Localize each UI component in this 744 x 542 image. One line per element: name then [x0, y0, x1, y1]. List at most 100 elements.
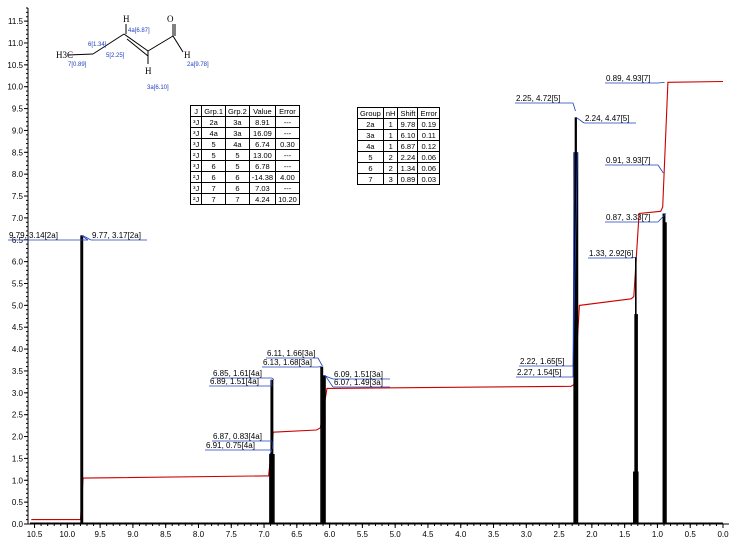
table-row: 4a 1 6.87 0.12: [357, 140, 441, 152]
table-cell: 3: [382, 173, 399, 185]
y-tick-label: 0.0: [12, 520, 24, 529]
table-cell: 0.30: [275, 138, 300, 150]
annotation-label: 6.11, 1.66[3a]: [267, 349, 315, 358]
table-cell: 4a: [225, 138, 250, 150]
table-cell: 7: [201, 182, 227, 194]
table-cell: 0.12: [417, 140, 441, 152]
molecule-structure: H H H O H3C 4a[6.87] 6[1.34] 5[2.25] 7[0.89] 3a[6…: [56, 14, 209, 91]
y-tick-label: 3.5: [12, 367, 24, 376]
axes: 10.5 10.0 9.5 9.0 8.5 8.0 7.5 7.0 6.5 6.0 5.5 5.0 4.…: [7, 7, 729, 539]
table-cell: 6: [201, 160, 227, 172]
table-cell: -14.38: [248, 171, 277, 183]
x-tick-label: 7.5: [226, 530, 238, 539]
annotation-label: 2.25, 4.72[5]: [516, 94, 560, 103]
table-cell: ---: [275, 116, 300, 128]
table-cell: 8.91: [248, 116, 277, 128]
table-cell: ³J: [189, 160, 203, 172]
atom-shift-label: 6[1.34]: [88, 42, 107, 48]
peak-annotation: 6.91, 0.75[4a]: [205, 441, 273, 455]
table-row: 6 2 1.34 0.06: [357, 162, 441, 174]
annotation-label: 6.07, 1.49[3a]: [334, 378, 383, 387]
y-tick-label: 7.5: [12, 192, 24, 201]
peak-annotation: 2.25, 4.72[5]: [515, 94, 576, 112]
peak-annotation: 6.87, 0.83[4a]: [212, 432, 273, 450]
integral-layer: [31, 80, 724, 521]
peak-annotation: 2.27, 1.54[5]: [516, 152, 575, 378]
table-row: ²J 6 6 -14.38 4.00: [189, 171, 300, 183]
annotation-label: 6.09, 1.51[3a]: [334, 370, 383, 379]
x-tick-label: 4.0: [455, 530, 467, 539]
annotation-label: 1.33, 2.92[6]: [589, 249, 633, 258]
peak-annotation: 6.89, 1.51[4a]: [209, 377, 273, 387]
double-bond: [126, 38, 149, 57]
table-row: ³J 5 4a 6.74 0.30: [189, 138, 300, 150]
table-cell: ²J: [189, 171, 203, 183]
annotation-label: 0.91, 3.93[7]: [606, 156, 650, 165]
x-tick-label: 5.0: [390, 530, 402, 539]
table-cell: 4.24: [248, 193, 277, 205]
table-cell: 4a: [357, 140, 384, 152]
y-tick-label: 3.0: [12, 389, 24, 398]
table-cell: 6.74: [248, 138, 277, 150]
table-cell: 3a: [357, 129, 384, 141]
table-cell: 0.06: [417, 151, 441, 163]
y-tick-label: 10.0: [7, 83, 23, 92]
peak-annotation: 1.33, 2.92[6]: [588, 249, 636, 259]
x-tick-label: 3.5: [488, 530, 500, 539]
table-cell: 1.34: [397, 162, 419, 174]
x-tick-label: 4.5: [422, 530, 434, 539]
table-cell: 1: [382, 129, 399, 141]
table-header-cell: Value: [248, 105, 277, 117]
annotation-leader: [82, 235, 92, 241]
atom-symbol: O: [167, 14, 174, 24]
x-tick-label: 1.0: [652, 530, 664, 539]
annotation-leader: [572, 152, 575, 378]
x-tick-label: 9.5: [95, 530, 107, 539]
table-cell: 0.11: [417, 129, 441, 141]
x-tick-label: 8.5: [160, 530, 172, 539]
peak-annotation: 2.24, 4.47[5]: [575, 114, 636, 124]
x-tick-label: 10.0: [60, 530, 76, 539]
table-cell: 2a: [357, 118, 384, 130]
y-tick-label: 1.0: [12, 476, 24, 485]
annotation-leader: [80, 235, 89, 241]
table-cell: ---: [275, 149, 300, 161]
annotation-label: 0.89, 4.93[7]: [606, 74, 650, 83]
x-tick-label: 1.5: [619, 530, 631, 539]
x-tick-label: 2.0: [586, 530, 598, 539]
table-header-cell: Shift: [397, 107, 419, 119]
table-cell: ---: [275, 182, 300, 194]
y-tick-label: 6.0: [12, 258, 24, 267]
table-cell: 7.03: [248, 182, 277, 194]
x-tick-label: 6.0: [324, 530, 336, 539]
annotation-label: 6.13, 1.68[3a]: [263, 358, 312, 367]
table-cell: 7: [357, 173, 384, 185]
annotation-leader: [317, 357, 323, 367]
table-cell: ³J: [189, 127, 203, 139]
table-cell: 2a: [201, 116, 227, 128]
x-tick-label: 7.0: [258, 530, 270, 539]
y-tick-label: 5.5: [12, 279, 24, 288]
y-tick-label: 2.5: [12, 411, 24, 420]
atom-symbol: H: [184, 50, 191, 60]
table-cell: 2: [382, 151, 399, 163]
table-header-cell: Error: [417, 107, 441, 119]
table-cell: 6.78: [248, 160, 277, 172]
table-cell: 1: [382, 118, 399, 130]
annotation-leader: [575, 116, 585, 124]
x-tick-label: 0.5: [685, 530, 697, 539]
table-cell: 10.20: [275, 193, 300, 205]
x-tick-label: 9.0: [127, 530, 139, 539]
table-header-cell: J: [189, 105, 203, 117]
y-tick-label: 2.0: [12, 433, 24, 442]
y-tick-label: 9.5: [12, 105, 24, 114]
table-cell: ---: [275, 127, 300, 139]
annotations-layer: 9.79, 3.14[2a] 9.77, 3.17[2a] 6.85, 1.61[4…: [8, 74, 667, 455]
annotation-leader: [270, 379, 273, 387]
atom-symbol: H: [123, 14, 130, 24]
atom-shift-label: 5[2.25]: [106, 53, 125, 59]
y-tick-label: 1.5: [12, 454, 24, 463]
table-cell: 3a: [225, 127, 250, 139]
table-cell: 6: [201, 171, 227, 183]
table-cell: ²J: [189, 193, 203, 205]
